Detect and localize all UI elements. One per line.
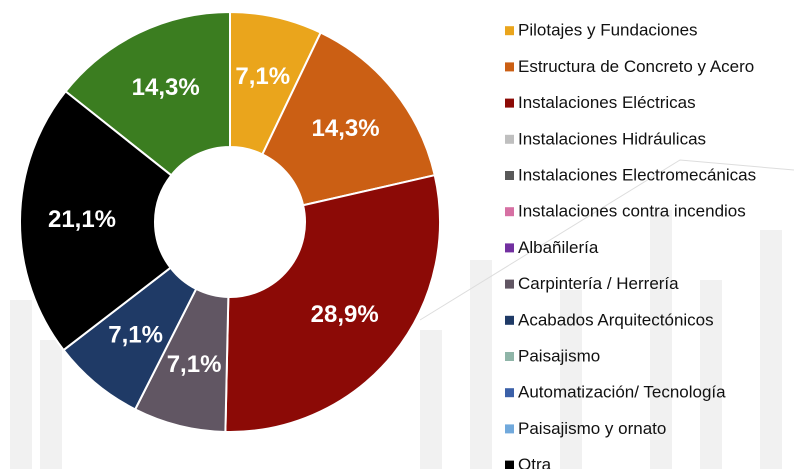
- value-label: 21,1%: [48, 206, 116, 233]
- value-label: 28,9%: [311, 301, 379, 328]
- legend-swatch: [505, 315, 514, 325]
- legend-label: Paisajismo y ornato: [518, 419, 666, 438]
- legend-label: Instalaciones Electromecánicas: [518, 165, 756, 184]
- legend-swatch: [505, 26, 514, 36]
- legend-swatch: [505, 424, 514, 434]
- legend-label: Movimiento de Tierra: [518, 0, 677, 3]
- value-label: 14,3%: [132, 74, 200, 101]
- legend-swatch: [505, 98, 514, 108]
- legend-label: Albañilería: [518, 238, 599, 257]
- legend-label: Carpintería / Herrería: [518, 274, 679, 293]
- value-label: 7,1%: [167, 351, 222, 378]
- slice: [19, 89, 173, 352]
- legend-swatch: [505, 352, 514, 361]
- legend-swatch: [505, 388, 514, 398]
- legend-label: Otra: [518, 455, 552, 469]
- legend-label: Instalaciones contra incendios: [518, 202, 746, 221]
- background-decoration: [10, 159, 794, 469]
- legend-swatch: [505, 460, 514, 469]
- slice: [64, 10, 231, 177]
- value-label: 14,3%: [312, 115, 380, 142]
- legend-swatch: [505, 62, 514, 72]
- legend-swatch: [505, 243, 514, 253]
- legend-swatch: [505, 171, 514, 180]
- legend-label: Pilotajes y Fundaciones: [518, 21, 698, 40]
- legend-swatch: [505, 279, 514, 289]
- legend-swatch: [505, 207, 514, 217]
- legend-label: Paisajismo: [518, 346, 600, 365]
- legend-label: Acabados Arquitectónicos: [518, 310, 714, 329]
- slice: [224, 173, 441, 433]
- value-label: 7,1%: [235, 63, 290, 90]
- value-label: 7,1%: [108, 321, 163, 348]
- legend-label: Estructura de Concreto y Acero: [518, 57, 754, 76]
- slice: [261, 31, 436, 207]
- legend-label: Automatización/ Tecnología: [518, 383, 726, 402]
- legend-label: Instalaciones Eléctricas: [518, 93, 696, 112]
- legend-swatch: [505, 134, 514, 144]
- legend-label: Instalaciones Hidráulicas: [518, 129, 706, 148]
